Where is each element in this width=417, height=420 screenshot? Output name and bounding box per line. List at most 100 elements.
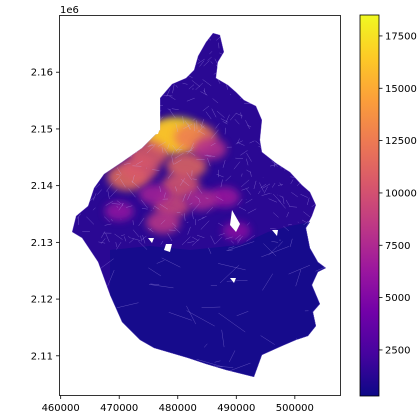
boundary-segment: [289, 131, 291, 139]
boundary-segment: [191, 58, 197, 65]
boundary-segment: [263, 243, 277, 257]
boundary-segment: [126, 126, 134, 133]
boundary-segment: [120, 139, 125, 149]
boundary-segment: [118, 45, 127, 55]
boundary-segment: [273, 193, 281, 203]
boundary-segment: [203, 60, 210, 67]
boundary-segment: [95, 98, 101, 101]
boundary-segment: [317, 80, 320, 83]
boundary-segment: [110, 35, 119, 41]
boundary-segment: [177, 37, 180, 44]
boundary-segment: [108, 83, 113, 91]
boundary-segment: [107, 37, 113, 45]
boundary-segment: [220, 118, 229, 123]
boundary-segment: [316, 175, 319, 180]
boundary-segment: [85, 178, 95, 183]
boundary-segment: [80, 106, 83, 110]
boundary-segment: [102, 68, 110, 71]
boundary-segment: [107, 270, 115, 286]
boundary-segment: [226, 33, 236, 37]
boundary-segment: [199, 123, 206, 129]
boundary-segment: [306, 64, 314, 74]
boundary-segment: [148, 117, 157, 122]
boundary-segment: [262, 273, 273, 291]
boundary-segment: [84, 110, 88, 120]
y-axis: 2.11 2.12 2.13 2.14 2.15 2.16: [31, 68, 60, 362]
boundary-segment: [253, 180, 257, 190]
boundary-segment: [258, 89, 266, 92]
boundary-segment: [74, 100, 79, 103]
boundary-segment: [237, 198, 243, 206]
boundary-segment: [106, 182, 113, 192]
boundary-segment: [169, 95, 176, 100]
boundary-segment: [262, 183, 271, 189]
boundary-segment: [175, 123, 179, 133]
boundary-segment: [207, 158, 211, 167]
colorbar-axis: 2500 5000 7500 10000 12500 15000 17500: [379, 31, 417, 356]
boundary-segment: [84, 69, 93, 72]
hotspot-8: [161, 172, 200, 199]
boundary-segment: [148, 144, 153, 147]
boundary-segment: [314, 113, 319, 122]
boundary-segment: [174, 227, 181, 234]
boundary-segment: [80, 33, 88, 36]
hotspot-14: [138, 183, 170, 205]
boundary-segment: [108, 113, 114, 118]
boundary-segment: [275, 80, 285, 88]
boundary-segment: [75, 240, 79, 246]
boundary-segment: [218, 312, 246, 333]
boundary-segment: [131, 237, 141, 241]
boundary-segment: [195, 195, 200, 200]
boundary-segment: [127, 131, 136, 139]
boundary-segment: [95, 103, 103, 106]
boundary-segment: [141, 199, 148, 209]
boundary-segment: [120, 178, 126, 188]
boundary-segment: [302, 102, 307, 105]
boundary-segment: [77, 41, 79, 47]
boundary-segment: [275, 120, 278, 126]
boundary-segment: [177, 149, 181, 154]
boundary-segment: [150, 283, 160, 285]
boundary-segment: [278, 199, 286, 209]
boundary-segment: [155, 38, 161, 46]
boundary-segment: [307, 35, 315, 39]
boundary-segment: [192, 236, 199, 241]
boundary-segment: [179, 178, 185, 186]
boundary-segment: [116, 173, 121, 176]
boundary-segment: [316, 195, 325, 200]
boundary-segment: [263, 104, 268, 111]
boundary-segment: [220, 179, 223, 188]
boundary-segment: [92, 207, 96, 211]
boundary-segment: [130, 83, 133, 89]
boundary-segment: [93, 193, 97, 201]
y-tick-label: 2.11: [31, 351, 53, 362]
boundary-segment: [219, 264, 240, 284]
boundary-segment: [173, 49, 181, 58]
boundary-segment: [296, 35, 300, 42]
boundary-segment: [107, 190, 110, 200]
boundary-segment: [225, 236, 233, 240]
boundary-segment: [202, 105, 210, 112]
boundary-segment: [126, 142, 135, 146]
boundary-segment: [72, 68, 77, 77]
boundary-segment: [217, 222, 224, 227]
boundary-segment: [105, 155, 114, 164]
boundary-segment: [240, 150, 248, 156]
boundary-segment: [185, 149, 193, 152]
y-tick-label: 2.16: [31, 68, 53, 79]
boundary-segment: [163, 94, 173, 97]
boundary-segment: [81, 132, 88, 139]
boundary-segment: [238, 206, 247, 211]
boundary-segment: [110, 159, 112, 161]
boundary-segment: [72, 139, 77, 144]
boundary-segment: [132, 174, 135, 183]
boundary-segment: [233, 35, 239, 38]
boundary-segment: [104, 223, 112, 226]
boundary-segment: [84, 43, 93, 53]
colorbar-tick-label: 17500: [385, 31, 417, 42]
boundary-segment: [236, 113, 243, 117]
boundary-segment: [286, 211, 289, 218]
y-tick-label: 2.12: [31, 295, 53, 306]
boundary-segment: [293, 48, 303, 53]
